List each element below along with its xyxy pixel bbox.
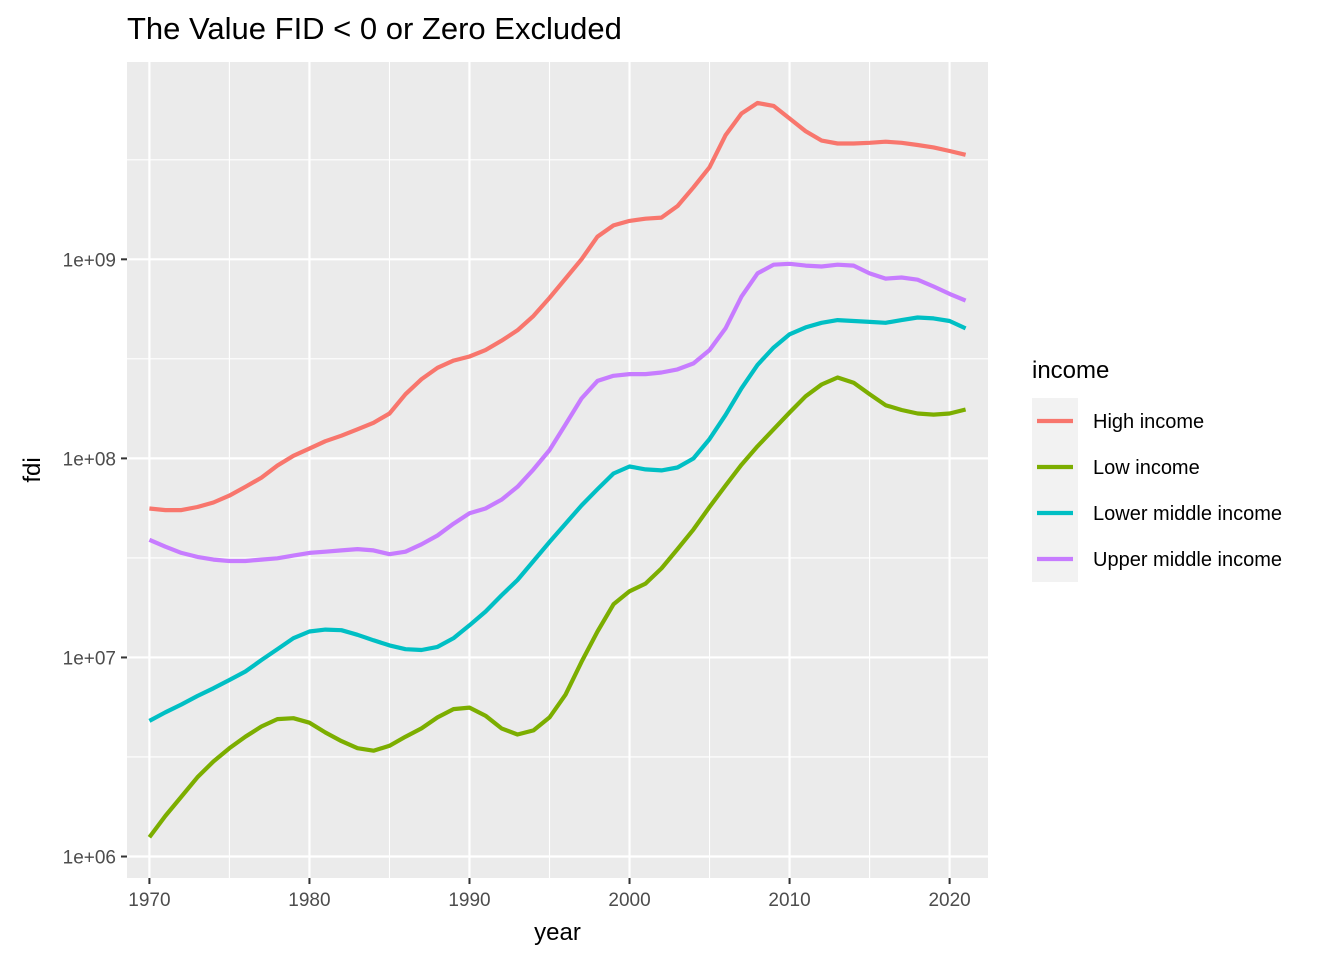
y-axis: 1e+06 1e+07 1e+08 1e+09: [63, 250, 127, 869]
x-tick-label: 2000: [608, 890, 650, 911]
x-axis-title: year: [534, 919, 581, 946]
series-line-upper-middle-income: [148, 261, 967, 564]
x-tick-label: 1980: [288, 890, 330, 911]
x-tick-label: 2020: [928, 890, 970, 911]
y-tick-label: 1e+08: [63, 449, 116, 470]
y-tick-label: 1e+06: [63, 848, 116, 869]
legend-items: High income Low income Lower middle income…: [1037, 411, 1282, 571]
series-line-high-income: [149, 100, 967, 513]
legend-label-low-income: Low income: [1093, 457, 1200, 479]
x-tick-label: 1990: [448, 890, 490, 911]
legend-label-lower-middle-income: Lower middle income: [1093, 503, 1282, 525]
grid-major: [127, 62, 988, 878]
series-line-low-income: [147, 375, 967, 839]
x-tick-label: 1970: [128, 890, 170, 911]
legend: income High income Low income Lower middle…: [1032, 357, 1282, 582]
legend-key-background: [1032, 398, 1078, 582]
x-axis: 1970 1980 1990 2000 2010 2020: [128, 878, 971, 911]
legend-title: income: [1032, 357, 1109, 384]
series-lines: [147, 100, 967, 839]
y-tick-label: 1e+09: [63, 250, 116, 271]
y-axis-title: fdi: [19, 457, 46, 482]
series-line-lower-middle-income: [148, 315, 967, 723]
x-tick-label: 2010: [768, 890, 810, 911]
legend-label-high-income: High income: [1093, 411, 1204, 433]
chart-title: The Value FID < 0 or Zero Excluded: [127, 11, 622, 46]
legend-label-upper-middle-income: Upper middle income: [1093, 549, 1282, 571]
y-tick-label: 1e+07: [63, 648, 116, 669]
plot-panel: [127, 62, 988, 878]
